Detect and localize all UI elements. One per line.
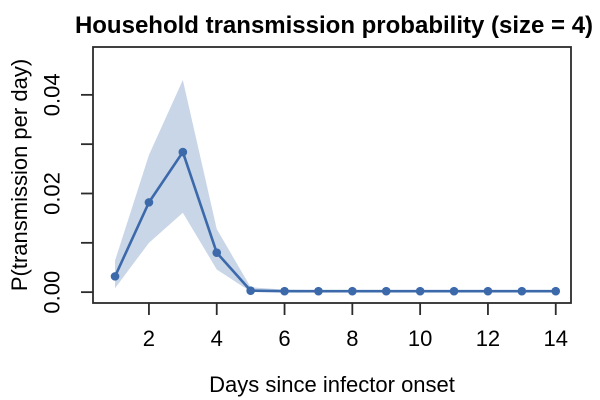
confidence-band (115, 80, 556, 292)
y-tick-label: 0.00 (40, 271, 65, 314)
data-point (415, 286, 425, 296)
data-point (381, 286, 391, 296)
data-point (144, 198, 154, 207)
data-point (280, 286, 289, 296)
data-point (246, 286, 255, 295)
x-axis-title: Days since infector onset (209, 372, 455, 397)
data-point (449, 286, 459, 296)
data-point (178, 147, 188, 157)
data-point (517, 286, 527, 296)
x-tick-label: 2 (143, 326, 155, 351)
data-point (551, 286, 561, 296)
data-point (212, 248, 222, 257)
y-tick-label: 0.04 (40, 73, 65, 116)
data-point (314, 286, 323, 296)
data-point (110, 272, 120, 281)
mean-line (113, 150, 558, 293)
x-tick-label: 6 (278, 326, 290, 351)
x-tick-label: 8 (346, 326, 358, 351)
x-tick-label: 4 (211, 326, 223, 351)
x-tick-label: 10 (408, 326, 432, 351)
plot-box (92, 46, 572, 304)
y-tick-label: 0.02 (40, 172, 65, 215)
data-point (348, 286, 357, 296)
x-tick-label: 12 (476, 326, 500, 351)
chart-title: Household transmission probability (size… (74, 12, 594, 39)
data-point (483, 286, 493, 296)
x-tick-label: 14 (544, 326, 568, 351)
